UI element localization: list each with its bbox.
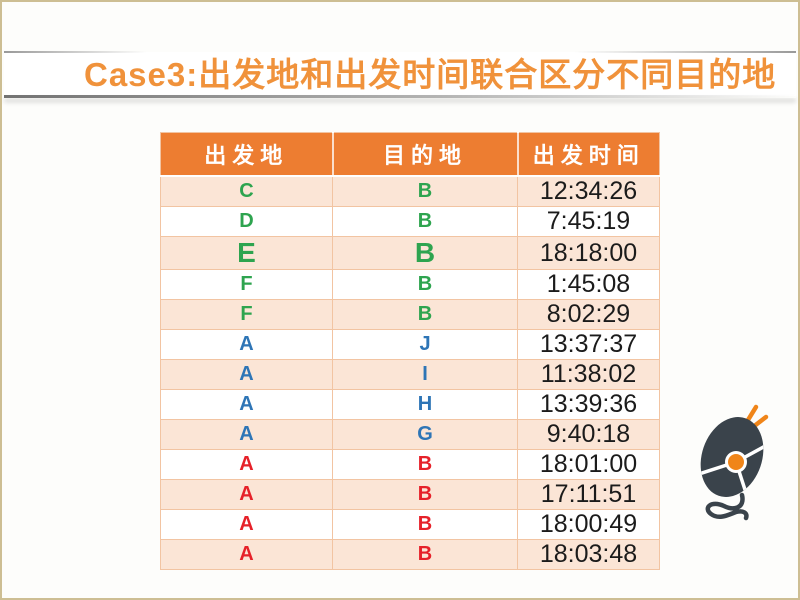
time-cell: 18:03:48: [517, 539, 660, 570]
table-header-row: 出发地 目的地 出发时间: [160, 132, 660, 177]
time-cell: 11:38:02: [517, 359, 660, 390]
destination-cell: B: [332, 206, 518, 237]
table-row: D B 7:45:19: [160, 206, 660, 237]
destination-cell: B: [332, 509, 518, 540]
time-cell: 12:34:26: [517, 175, 660, 207]
table-row: E B 18:18:00: [160, 236, 660, 270]
table-row: A G 9:40:18: [160, 419, 660, 450]
departure-cell: A: [160, 479, 333, 510]
header-destination: 目的地: [331, 132, 518, 177]
time-cell: 13:37:37: [517, 329, 660, 360]
destination-cell: B: [332, 299, 518, 330]
table-row: A B 18:01:00: [160, 449, 660, 480]
title-band: Case3:出发地和出发时间联合区分不同目的地: [4, 51, 796, 98]
table-body: C B 12:34:26 D B 7:45:19 E B 18:18:00 F B 1:45:08 F B…: [160, 175, 660, 570]
departure-cell: F: [160, 269, 333, 300]
destination-cell: I: [332, 359, 518, 390]
destination-cell: H: [332, 389, 518, 420]
table-row: A B 18:03:48: [160, 539, 660, 570]
table-row: A J 13:37:37: [160, 329, 660, 360]
mouse-icon: [695, 402, 781, 528]
time-cell: 18:00:49: [517, 509, 660, 540]
departure-cell: E: [160, 236, 333, 270]
time-cell: 1:45:08: [517, 269, 660, 300]
time-cell: 9:40:18: [517, 419, 660, 450]
departure-cell: A: [160, 449, 333, 480]
header-departure: 出发地: [160, 132, 333, 177]
departure-cell: A: [160, 329, 333, 360]
time-cell: 7:45:19: [517, 206, 660, 237]
departure-cell: F: [160, 299, 333, 330]
departure-cell: A: [160, 359, 333, 390]
departure-cell: A: [160, 389, 333, 420]
table-row: A I 11:38:02: [160, 359, 660, 390]
destination-cell: B: [332, 236, 518, 270]
time-cell: 18:01:00: [517, 449, 660, 480]
departure-cell: A: [160, 419, 333, 450]
destination-cell: B: [332, 269, 518, 300]
header-departure-time: 出发时间: [516, 132, 660, 177]
time-cell: 18:18:00: [517, 236, 660, 270]
destination-cell: B: [332, 175, 518, 207]
departure-cell: C: [160, 175, 333, 207]
table-row: C B 12:34:26: [160, 175, 660, 207]
table-header: 出发地 目的地 出发时间: [160, 132, 660, 177]
table-row: F B 1:45:08: [160, 269, 660, 300]
trips-table: 出发地 目的地 出发时间 C B 12:34:26 D B 7:45:19 E B 18:18:…: [160, 132, 660, 570]
time-cell: 17:11:51: [517, 479, 660, 510]
table-row: A B 18:00:49: [160, 509, 660, 540]
departure-cell: A: [160, 539, 333, 570]
departure-cell: A: [160, 509, 333, 540]
destination-cell: G: [332, 419, 518, 450]
destination-cell: B: [332, 539, 518, 570]
destination-cell: B: [332, 479, 518, 510]
table-row: F B 8:02:29: [160, 299, 660, 330]
departure-cell: D: [160, 206, 333, 237]
table-row: A H 13:39:36: [160, 389, 660, 420]
destination-cell: J: [332, 329, 518, 360]
destination-cell: B: [332, 449, 518, 480]
mouse-icon-svg: [697, 404, 769, 521]
time-cell: 8:02:29: [517, 299, 660, 330]
slide-title: Case3:出发地和出发时间联合区分不同目的地: [84, 56, 777, 94]
table-row: A B 17:11:51: [160, 479, 660, 510]
time-cell: 13:39:36: [517, 389, 660, 420]
